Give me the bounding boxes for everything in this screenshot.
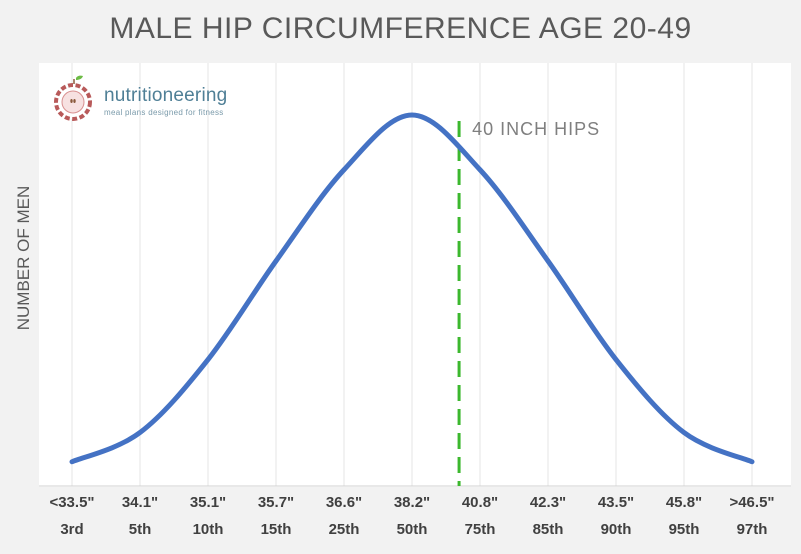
grid-lines <box>39 63 791 487</box>
curve-layer <box>69 112 755 465</box>
x-tick-label-0: <33.5" <box>49 494 94 511</box>
brand-logo: nutritioneering meal plans designed for … <box>52 75 252 127</box>
x-tick-label-5: 38.2" <box>394 494 430 511</box>
x-tick-label-3: 35.7" <box>258 494 294 511</box>
x-tick-label-9: 45.8" <box>666 494 702 511</box>
percentile-label-7: 85th <box>533 521 564 538</box>
percentile-label-5: 50th <box>397 521 428 538</box>
x-tick-label-1: 34.1" <box>122 494 158 511</box>
x-tick-label-8: 43.5" <box>598 494 634 511</box>
x-tick-label-7: 42.3" <box>530 494 566 511</box>
chart-title: MALE HIP CIRCUMFERENCE AGE 20-49 <box>109 12 692 45</box>
percentile-label-4: 25th <box>329 521 360 538</box>
brand-name: nutritioneering <box>104 85 228 106</box>
tick-labels: <33.5" 3rd 34.1" 5th 35.1" 10th 35.7" 15th 36.6"… <box>49 494 774 538</box>
percentile-label-3: 15th <box>261 521 292 538</box>
x-tick-label-6: 40.8" <box>462 494 498 511</box>
percentile-label-8: 90th <box>601 521 632 538</box>
brand-tagline: meal plans designed for fitness <box>104 108 224 117</box>
percentile-label-2: 10th <box>193 521 224 538</box>
marker-layer: 40 INCH HIPS <box>457 119 600 486</box>
percentile-label-0: 3rd <box>60 521 83 538</box>
apple-icon <box>54 75 92 121</box>
marker-label: 40 INCH HIPS <box>472 119 600 139</box>
percentile-label-6: 75th <box>465 521 496 538</box>
x-tick-label-2: 35.1" <box>190 494 226 511</box>
x-tick-label-10: >46.5" <box>729 494 774 511</box>
percentile-label-9: 95th <box>669 521 700 538</box>
x-tick-label-4: 36.6" <box>326 494 362 511</box>
percentile-label-10: 97th <box>737 521 768 538</box>
percentile-label-1: 5th <box>129 521 152 538</box>
